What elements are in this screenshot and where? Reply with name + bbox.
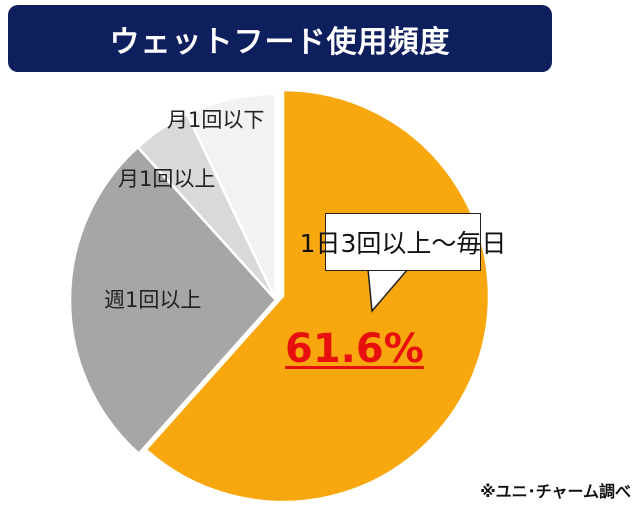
pie-slice [68,145,278,456]
callout-daily: 1日3回以上～毎日 [300,213,506,271]
callout-tail [367,268,409,313]
source-note: ※ユニ･チャーム調べ [480,482,631,501]
slice-label-monthly-less: 月1回以下 [167,108,265,132]
highlight-percentage: 61.6% [285,326,424,372]
chart-title: ウェットフード使用頻度 [8,5,552,72]
pie-slice [144,88,491,504]
slice-label-weekly: 週1回以上 [104,288,202,312]
pie-slice [185,92,278,301]
slice-label-monthly: 月1回以上 [118,167,216,191]
